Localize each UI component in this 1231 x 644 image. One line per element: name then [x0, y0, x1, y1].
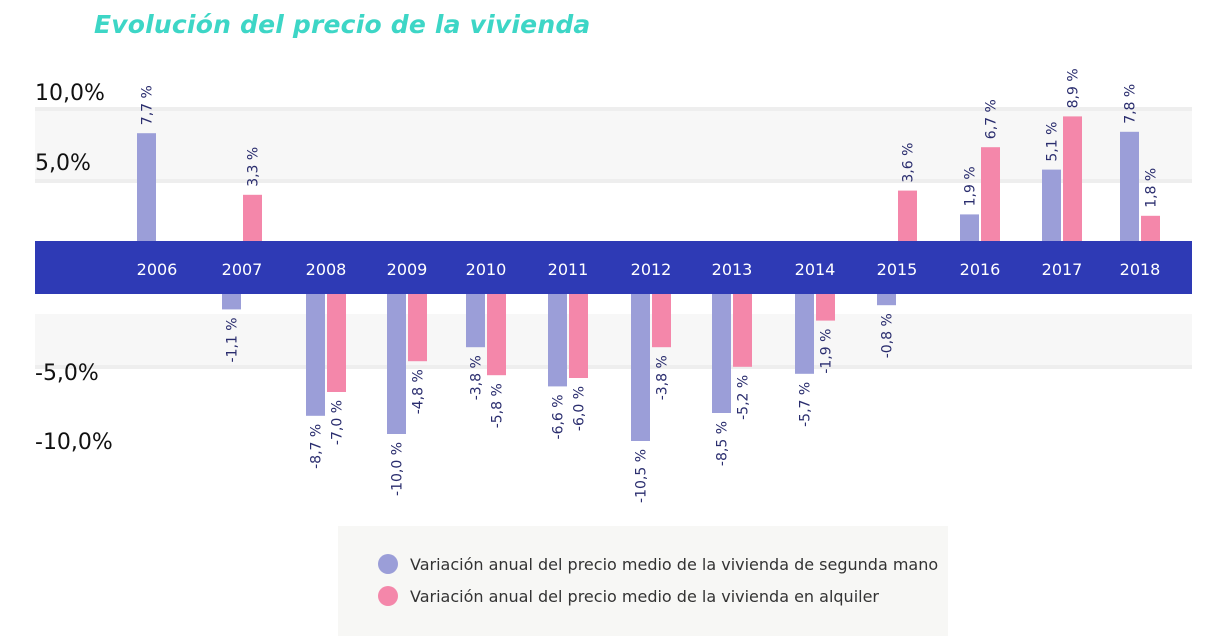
bar-segunda-mano [795, 294, 814, 374]
data-label: -5,7 % [798, 382, 814, 427]
legend: Variación anual del precio medio de la v… [338, 526, 948, 636]
data-label: -0,8 % [880, 313, 896, 358]
x-tick-label: 2006 [137, 260, 178, 279]
x-tick-label: 2017 [1042, 260, 1083, 279]
data-label: 3,3 % [246, 147, 262, 187]
bar-alquiler [487, 294, 506, 376]
bar-alquiler [1141, 215, 1160, 241]
bar-alquiler [652, 294, 671, 348]
bar-segunda-mano [960, 214, 979, 241]
legend-item-alquiler: Variación anual del precio medio de la v… [378, 586, 879, 606]
bar-segunda-mano [712, 294, 731, 413]
x-tick-label: 2012 [631, 260, 672, 279]
data-label: -8,5 % [715, 421, 731, 466]
x-tick-label: 2015 [877, 260, 918, 279]
bar-alquiler [408, 294, 427, 362]
x-tick-label: 2018 [1120, 260, 1161, 279]
data-label: 7,7 % [140, 85, 156, 125]
bar-segunda-mano [1120, 131, 1139, 241]
bar-alquiler [981, 147, 1000, 241]
legend-swatch-alquiler [378, 586, 398, 606]
legend-label-segunda-mano: Variación anual del precio medio de la v… [410, 554, 939, 574]
bar-segunda-mano [548, 294, 567, 387]
bar-segunda-mano [466, 294, 485, 348]
data-label: 5,1 % [1045, 122, 1061, 162]
bar-alquiler [816, 294, 835, 321]
y-tick-label: 10,0% [35, 81, 105, 106]
bar-segunda-mano [387, 294, 406, 434]
data-label: -8,7 % [309, 424, 325, 469]
bar-alquiler [327, 294, 346, 392]
data-label: -5,2 % [736, 375, 752, 420]
data-label: 1,8 % [1144, 168, 1160, 208]
data-label: -5,8 % [490, 383, 506, 428]
data-label: 3,6 % [901, 143, 917, 183]
x-tick-label: 2013 [712, 260, 753, 279]
legend-label-alquiler: Variación anual del precio medio de la v… [410, 586, 880, 606]
data-label: -3,8 % [469, 355, 485, 400]
data-label: -7,0 % [330, 400, 346, 445]
x-tick-label: 2008 [306, 260, 347, 279]
bar-alquiler [1063, 116, 1082, 241]
x-tick-label: 2014 [795, 260, 836, 279]
x-tick-label: 2016 [960, 260, 1001, 279]
data-label: -6,0 % [572, 386, 588, 431]
bar-segunda-mano [306, 294, 325, 416]
chart-title: Evolución del precio de la vivienda [94, 10, 591, 39]
bar-segunda-mano [877, 294, 896, 306]
data-label: 8,9 % [1066, 68, 1082, 108]
data-label: -10,0 % [390, 442, 406, 496]
data-label: -10,5 % [634, 449, 650, 503]
y-tick-label: -10,0% [35, 430, 113, 455]
data-label: -6,6 % [551, 394, 567, 439]
x-tick-label: 2009 [387, 260, 428, 279]
bar-segunda-mano [1042, 169, 1061, 241]
grid-stripe-lower [35, 314, 1192, 366]
bar-alquiler [898, 190, 917, 241]
data-label: -1,1 % [225, 317, 241, 362]
data-label: -3,8 % [655, 355, 671, 400]
bar-alquiler [569, 294, 588, 378]
data-label: -1,9 % [819, 329, 835, 374]
bar-chart: 10,0% 5,0% -5,0% -10,0% 7,7 % -1,1 % -8,7 % -10… [35, 68, 1192, 503]
data-label: 6,7 % [984, 99, 1000, 139]
bar-segunda-mano [222, 294, 241, 310]
bar-segunda-mano [631, 294, 650, 441]
bar-alquiler [733, 294, 752, 367]
x-tick-label: 2010 [466, 260, 507, 279]
grid-stripe-upper [35, 111, 1192, 181]
data-label: -4,8 % [411, 369, 427, 414]
legend-swatch-segunda-mano [378, 554, 398, 574]
bar-segunda-mano [137, 133, 156, 241]
y-tick-label: 5,0% [35, 151, 91, 176]
data-label: 1,9 % [963, 166, 979, 206]
bar-alquiler [243, 194, 262, 241]
data-label: 7,8 % [1123, 84, 1139, 124]
category-band [35, 241, 1192, 294]
legend-item-segunda-mano: Variación anual del precio medio de la v… [378, 554, 938, 574]
x-tick-label: 2011 [548, 260, 589, 279]
x-tick-label: 2007 [222, 260, 263, 279]
y-tick-label: -5,0% [35, 361, 99, 386]
